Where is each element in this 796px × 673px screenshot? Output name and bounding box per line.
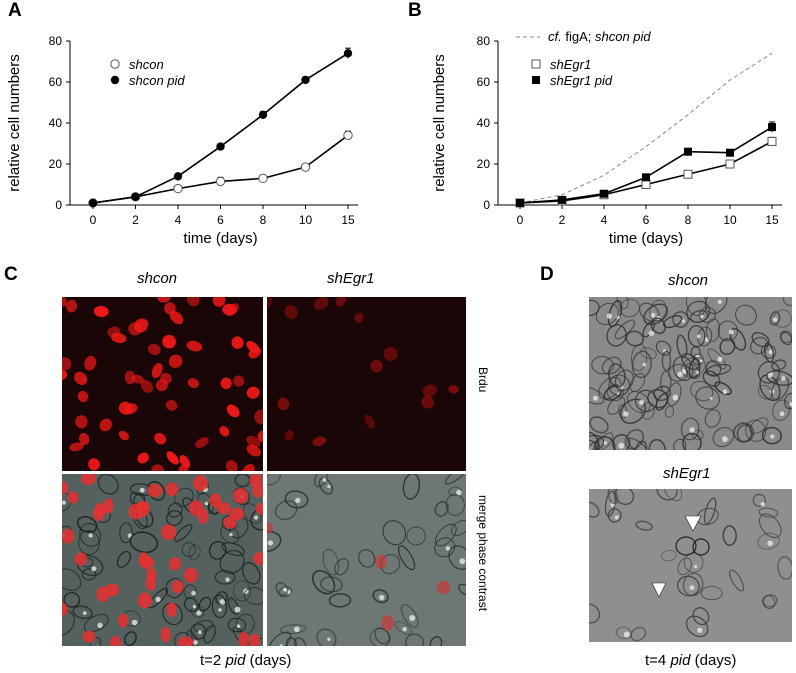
y-tick-label: 80 (477, 34, 491, 48)
x-axis-label: time (days) (609, 230, 683, 247)
micrograph-phase-shegr1 (589, 489, 792, 642)
data-point (131, 192, 140, 201)
legend-marker (110, 75, 120, 85)
data-point (767, 136, 777, 146)
data-point (558, 195, 566, 204)
x-axis-label: time (days) (183, 230, 257, 247)
panel-d-label-shegr1: shEgr1 (663, 465, 711, 482)
x-tick-label: 0 (90, 213, 97, 227)
x-tick-label: 10 (723, 213, 737, 227)
panel-c-col-shcon: shcon (137, 270, 178, 287)
x-tick-label: 4 (601, 213, 608, 227)
data-point (88, 198, 98, 208)
legend-label: shEgr1 pid (550, 73, 613, 88)
micrograph-merge-shcon (62, 474, 263, 646)
panel-letter-b: B (408, 0, 422, 21)
x-tick-label: 8 (685, 213, 692, 227)
data-point (173, 183, 183, 194)
x-tick-label: 2 (559, 213, 566, 227)
data-point (258, 110, 268, 120)
y-tick-label: 40 (477, 116, 491, 130)
micrograph-brdu-shegr1 (267, 297, 466, 471)
arrowhead-marker (684, 515, 702, 532)
data-point (642, 173, 650, 182)
legend-label: shcon (129, 57, 164, 72)
data-point (516, 198, 524, 207)
data-point (768, 123, 776, 132)
micrograph-brdu-shcon (62, 297, 263, 471)
y-tick-label: 20 (477, 157, 491, 171)
panel-d-caption: t=4 pid (days) (645, 652, 737, 669)
legend-marker (110, 59, 120, 69)
y-tick-label: 60 (477, 75, 491, 89)
panel-c-caption: t=2 pid (days) (200, 652, 292, 669)
reference-line (519, 52, 773, 204)
data-point (301, 75, 310, 85)
legend-label: shcon pid (129, 73, 185, 88)
cell-outline (675, 536, 697, 556)
y-axis-label: relative cell numbers (431, 54, 448, 192)
data-point (641, 180, 651, 189)
data-point (343, 130, 353, 141)
y-tick-label: 20 (49, 157, 63, 171)
x-tick-label: 6 (643, 213, 650, 227)
x-tick-label: 15 (341, 213, 355, 227)
panel-d-label-shcon: shcon (668, 272, 709, 289)
y-tick-label: 80 (49, 34, 63, 48)
y-tick-label: 60 (49, 75, 63, 89)
micrograph-phase-shcon (589, 297, 792, 450)
micrograph-merge-shegr1 (267, 474, 466, 646)
data-point (173, 172, 183, 181)
panel-c-row-merge: merge phase contrast (476, 495, 490, 612)
cell-outline (692, 538, 710, 556)
data-point (215, 176, 226, 187)
panel-c-row-brdu: Brdu (476, 367, 490, 393)
legend-marker (532, 76, 540, 84)
y-axis-label: relative cell numbers (6, 54, 23, 192)
panel-letter-d: D (540, 264, 554, 285)
y-tick-label: 40 (49, 116, 63, 130)
data-point (725, 159, 735, 169)
panel-c-col-shegr1: shEgr1 (327, 270, 375, 287)
growth-chart-a: 0 20 40 60 80 0 2 4 6 8 10 15 time (days) relative ce… (6, 34, 358, 247)
x-tick-label: 6 (217, 213, 224, 227)
data-point (216, 142, 225, 151)
legend-label: shEgr1 (550, 57, 591, 72)
data-point (684, 147, 692, 156)
arrowhead-marker (651, 582, 667, 598)
data-point (343, 49, 353, 58)
data-point (683, 169, 693, 179)
y-tick-label: 0 (483, 198, 490, 212)
legend-label-reference: cf. figA; shcon pid (548, 29, 651, 44)
x-tick-label: 8 (260, 213, 267, 227)
x-tick-label: 15 (765, 213, 779, 227)
legend-marker (531, 59, 541, 69)
data-point (600, 189, 608, 198)
panel-letter-a: A (8, 0, 22, 21)
data-point (726, 148, 734, 157)
data-point (300, 162, 311, 172)
x-tick-label: 2 (132, 213, 139, 227)
data-point (258, 173, 268, 184)
x-tick-label: 0 (517, 213, 524, 227)
x-tick-label: 10 (299, 213, 313, 227)
y-tick-label: 0 (55, 198, 62, 212)
x-tick-label: 4 (175, 213, 182, 227)
panel-letter-c: C (4, 264, 18, 285)
growth-chart-b: 0 20 40 60 80 0 2 4 6 8 10 15 time (days) relative ce… (431, 29, 782, 247)
